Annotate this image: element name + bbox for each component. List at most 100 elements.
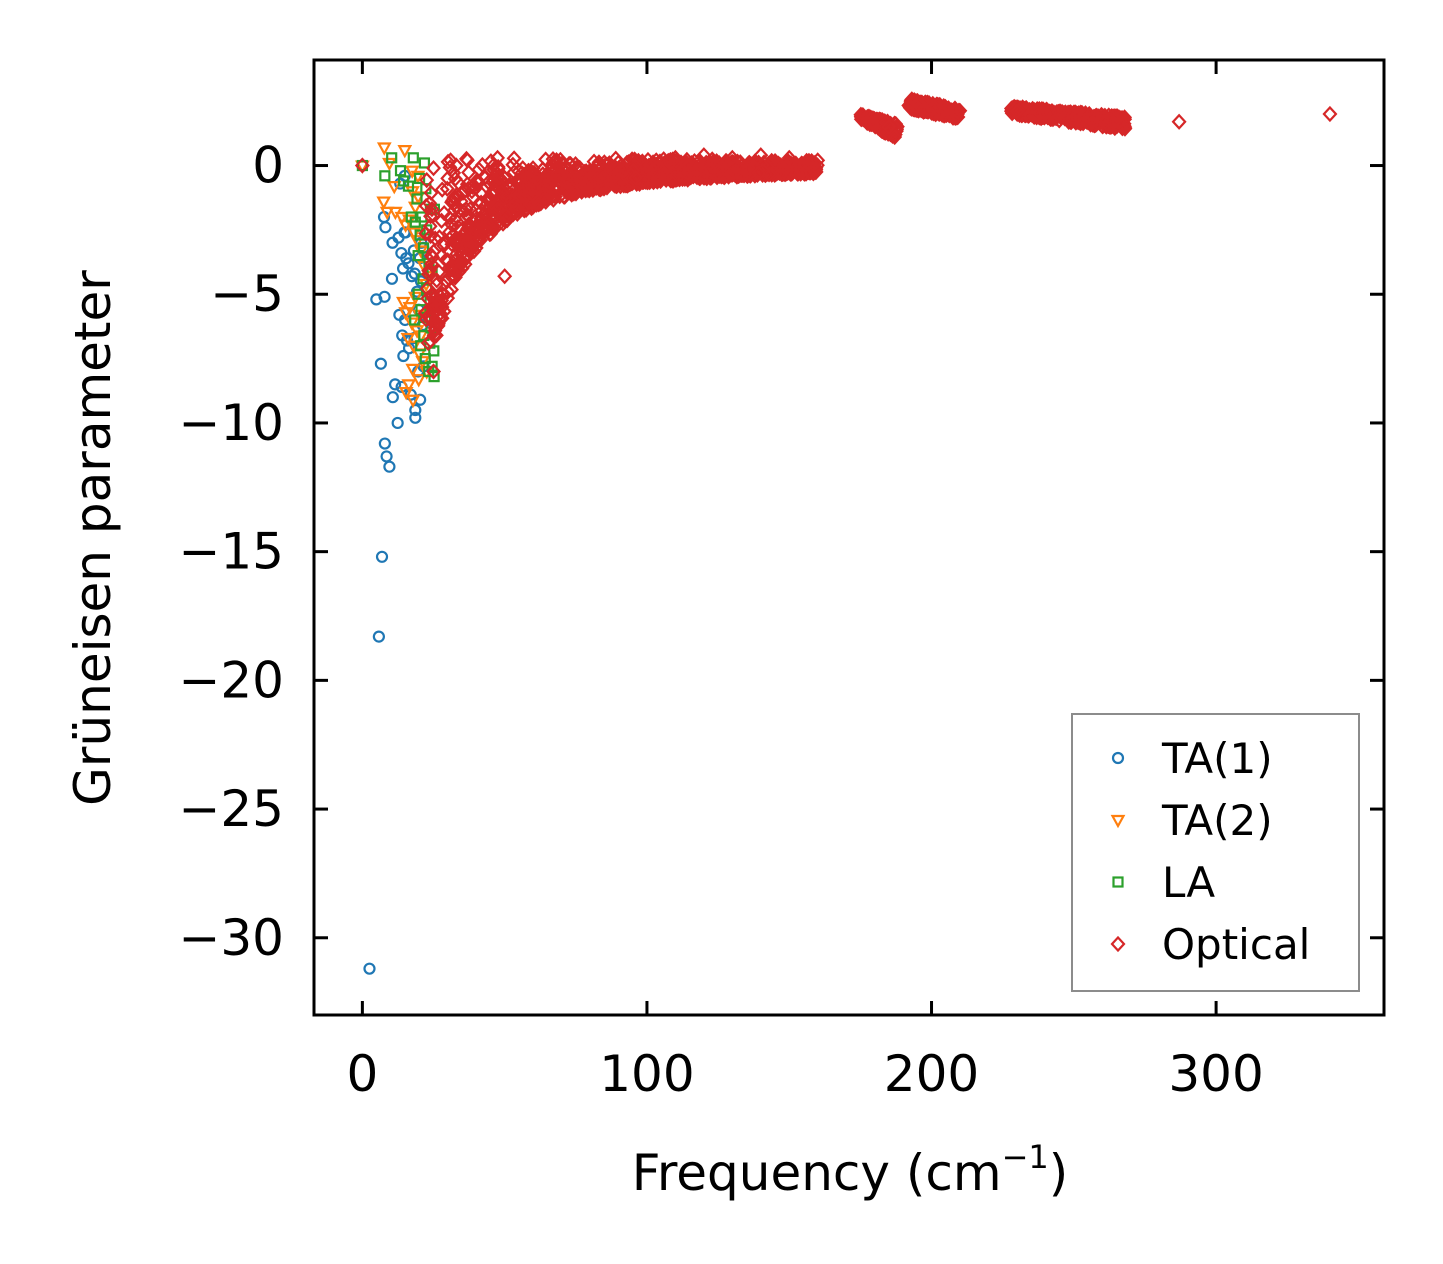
- x-tick-label: 200: [884, 1045, 979, 1103]
- data-point: [440, 170, 456, 187]
- data-point: [751, 165, 767, 182]
- data-point: [1105, 114, 1121, 131]
- x-tick-label: 100: [599, 1045, 694, 1103]
- data-point: [449, 213, 465, 231]
- data-point: [411, 193, 423, 205]
- data-point: [431, 229, 447, 246]
- data-point: [1066, 105, 1082, 123]
- data-point: [354, 157, 370, 174]
- data-point: [543, 170, 559, 187]
- data-point: [1117, 120, 1133, 137]
- data-point: [423, 227, 439, 245]
- legend-label: TA(1): [1161, 734, 1273, 783]
- data-point: [947, 109, 963, 127]
- data-point: [405, 394, 421, 409]
- y-tick-label: −5: [210, 265, 284, 323]
- data-point: [547, 188, 563, 205]
- data-point: [579, 173, 595, 190]
- data-point: [407, 152, 419, 164]
- data-point: [531, 196, 547, 213]
- legend-entry: LA: [1112, 858, 1215, 907]
- data-point: [778, 160, 794, 177]
- data-point: [520, 170, 536, 187]
- data-point: [575, 175, 591, 193]
- data-point: [497, 268, 513, 285]
- data-point: [938, 100, 954, 118]
- y-tick-label: −10: [178, 394, 284, 452]
- data-point: [417, 305, 433, 322]
- data-point: [522, 171, 538, 188]
- data-point: [379, 170, 391, 182]
- data-point: [439, 180, 455, 197]
- data-point: [753, 147, 769, 164]
- data-point: [542, 174, 558, 191]
- data-point: [409, 235, 425, 249]
- data-point: [617, 160, 633, 177]
- data-point: [409, 403, 422, 417]
- x-axis-title: Frequency (cm−1): [632, 1138, 1069, 1202]
- data-point: [887, 128, 903, 146]
- data-point: [401, 379, 417, 393]
- data-point: [423, 365, 435, 378]
- data-point: [429, 308, 445, 326]
- data-point: [887, 122, 903, 139]
- legend-marker: [1112, 876, 1124, 888]
- data-point: [667, 149, 683, 166]
- data-point: [495, 215, 511, 232]
- data-point: [418, 225, 434, 242]
- data-point: [856, 111, 872, 128]
- data-point: [386, 391, 399, 404]
- data-point: [386, 152, 398, 164]
- data-point: [413, 172, 426, 185]
- data-point: [506, 164, 522, 181]
- data-point: [620, 177, 636, 194]
- data-point: [687, 167, 703, 184]
- data-point: [1094, 111, 1110, 128]
- data-point: [412, 250, 424, 262]
- data-point: [482, 192, 498, 209]
- data-point: [446, 190, 462, 207]
- data-point: [1029, 101, 1045, 118]
- x-tick-label: 0: [346, 1045, 378, 1103]
- data-point: [426, 243, 442, 260]
- data-point: [460, 180, 476, 197]
- data-point: [861, 108, 877, 125]
- data-point: [382, 157, 397, 172]
- data-point: [560, 182, 576, 199]
- y-axis-title: Grüneisen parameter: [64, 270, 122, 806]
- data-point: [419, 172, 435, 189]
- data-point: [402, 180, 415, 192]
- series-ta-1-: [356, 159, 430, 975]
- data-point: [449, 250, 465, 267]
- data-point: [712, 161, 728, 178]
- y-tick-label: −15: [178, 523, 284, 581]
- x-tick-label: 300: [1168, 1045, 1263, 1103]
- data-point: [427, 230, 443, 247]
- data-point: [625, 162, 641, 179]
- data-point: [1171, 113, 1187, 130]
- data-point: [628, 169, 644, 186]
- data-point: [428, 327, 444, 344]
- data-point: [909, 95, 925, 112]
- data-point: [379, 206, 395, 221]
- data-point: [411, 374, 427, 388]
- data-point: [450, 188, 466, 205]
- data-point: [426, 159, 442, 177]
- data-point: [495, 210, 511, 227]
- y-tick-label: 0: [252, 137, 284, 195]
- data-point: [652, 172, 668, 189]
- data-point: [665, 170, 681, 187]
- series-optical: [354, 91, 1338, 380]
- data-point: [535, 161, 551, 178]
- data-point: [405, 363, 421, 378]
- data-point: [723, 166, 739, 183]
- data-point: [497, 170, 513, 187]
- data-point: [432, 310, 448, 327]
- data-point: [405, 211, 417, 223]
- data-point: [395, 246, 408, 260]
- data-point: [375, 550, 389, 563]
- data-point: [397, 349, 410, 363]
- data-point: [1070, 108, 1086, 125]
- data-point: [427, 322, 443, 339]
- axis-ticks: 0 100 200 300 0 −5 −10 −15 −20 −25 −30: [178, 60, 1384, 1103]
